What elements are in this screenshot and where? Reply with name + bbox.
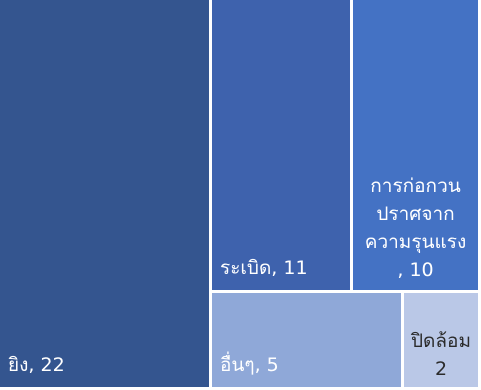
treemap-cell-bombing: ระเบิด, 11 (212, 0, 350, 290)
treemap-cell-shooting: ยิง, 22 (0, 0, 209, 387)
treemap-cell-other: อื่นๆ, 5 (212, 293, 401, 387)
label-bombing: ระเบิด, 11 (220, 257, 308, 279)
treemap-cell-siege: ปิดล้อม 2 (404, 293, 478, 387)
label-nonviolent-disruption: การก่อกวน ปราศจาก ความรุนแรง , 10 (364, 175, 467, 281)
treemap-cell-nonviolent-disruption: การก่อกวน ปราศจาก ความรุนแรง , 10 (353, 0, 478, 290)
label-siege: ปิดล้อม 2 (411, 330, 471, 380)
label-other: อื่นๆ, 5 (220, 354, 279, 376)
label-shooting: ยิง, 22 (8, 354, 65, 376)
